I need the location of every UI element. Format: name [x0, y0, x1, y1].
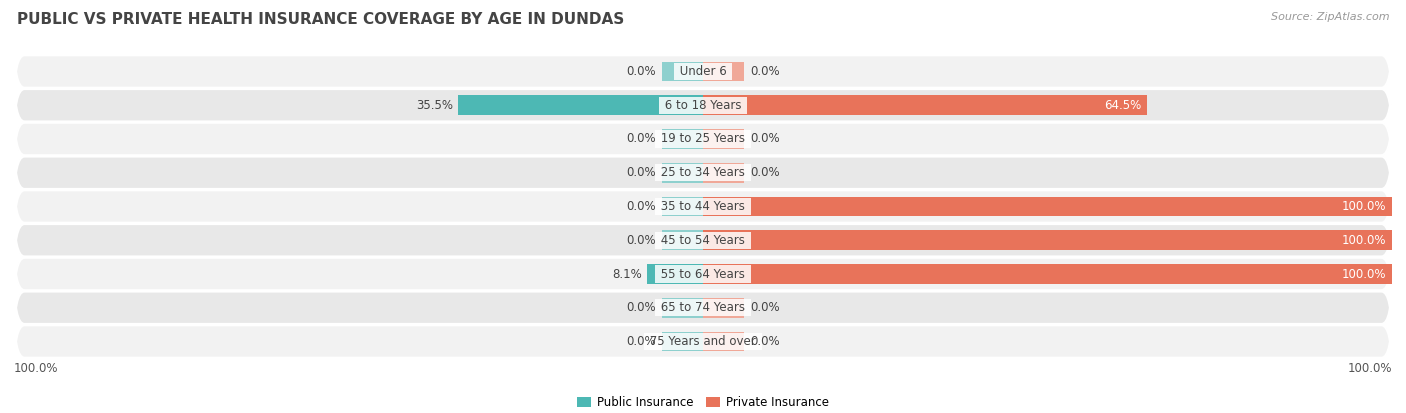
Text: 0.0%: 0.0%: [627, 301, 657, 314]
Text: 45 to 54 Years: 45 to 54 Years: [657, 234, 749, 247]
FancyBboxPatch shape: [14, 307, 1392, 376]
Text: 0.0%: 0.0%: [749, 335, 779, 348]
FancyBboxPatch shape: [14, 172, 1392, 241]
Text: 35 to 44 Years: 35 to 44 Years: [657, 200, 749, 213]
Text: 8.1%: 8.1%: [612, 268, 641, 280]
Text: 55 to 64 Years: 55 to 64 Years: [657, 268, 749, 280]
Text: 0.0%: 0.0%: [627, 335, 657, 348]
Bar: [662, 163, 703, 183]
Text: 100.0%: 100.0%: [1341, 268, 1386, 280]
Text: 100.0%: 100.0%: [1341, 234, 1386, 247]
Text: PUBLIC VS PRIVATE HEALTH INSURANCE COVERAGE BY AGE IN DUNDAS: PUBLIC VS PRIVATE HEALTH INSURANCE COVER…: [17, 12, 624, 27]
Bar: [703, 332, 744, 351]
Bar: [662, 332, 703, 351]
Text: 35.5%: 35.5%: [416, 99, 453, 112]
Bar: [703, 197, 1392, 216]
Legend: Public Insurance, Private Insurance: Public Insurance, Private Insurance: [572, 392, 834, 413]
Bar: [703, 95, 1147, 115]
Bar: [662, 298, 703, 318]
Bar: [662, 129, 703, 149]
Bar: [703, 129, 744, 149]
Text: 0.0%: 0.0%: [627, 166, 657, 179]
Text: 0.0%: 0.0%: [749, 65, 779, 78]
FancyBboxPatch shape: [14, 71, 1392, 140]
FancyBboxPatch shape: [14, 104, 1392, 173]
Bar: [703, 298, 744, 318]
FancyBboxPatch shape: [14, 273, 1392, 342]
Text: 0.0%: 0.0%: [627, 133, 657, 145]
Text: 100.0%: 100.0%: [1341, 200, 1386, 213]
Text: 19 to 25 Years: 19 to 25 Years: [657, 133, 749, 145]
FancyBboxPatch shape: [14, 206, 1392, 275]
Text: 0.0%: 0.0%: [749, 166, 779, 179]
FancyBboxPatch shape: [14, 37, 1392, 106]
Text: 100.0%: 100.0%: [1347, 363, 1392, 375]
Text: 0.0%: 0.0%: [749, 301, 779, 314]
Text: 25 to 34 Years: 25 to 34 Years: [657, 166, 749, 179]
Text: 65 to 74 Years: 65 to 74 Years: [657, 301, 749, 314]
Text: Source: ZipAtlas.com: Source: ZipAtlas.com: [1271, 12, 1389, 22]
Bar: [703, 163, 744, 183]
Bar: [703, 230, 1392, 250]
Bar: [458, 95, 703, 115]
Text: 64.5%: 64.5%: [1105, 99, 1142, 112]
Bar: [662, 230, 703, 250]
Bar: [703, 62, 744, 81]
FancyBboxPatch shape: [14, 138, 1392, 207]
Bar: [662, 62, 703, 81]
Text: 0.0%: 0.0%: [627, 200, 657, 213]
Bar: [647, 264, 703, 284]
Text: 0.0%: 0.0%: [749, 133, 779, 145]
Bar: [703, 264, 1392, 284]
Text: 0.0%: 0.0%: [627, 234, 657, 247]
FancyBboxPatch shape: [14, 240, 1392, 309]
Text: 75 Years and over: 75 Years and over: [647, 335, 759, 348]
Bar: [662, 197, 703, 216]
Text: 6 to 18 Years: 6 to 18 Years: [661, 99, 745, 112]
Text: 0.0%: 0.0%: [627, 65, 657, 78]
Text: 100.0%: 100.0%: [14, 363, 59, 375]
Text: Under 6: Under 6: [676, 65, 730, 78]
